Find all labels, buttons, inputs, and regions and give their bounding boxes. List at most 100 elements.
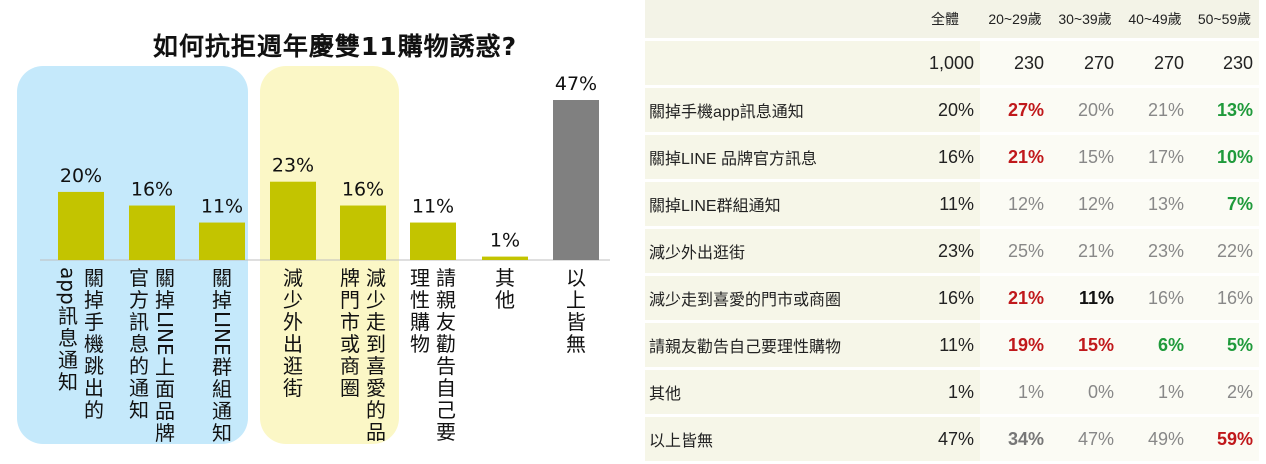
- bar-7: [482, 256, 528, 260]
- table-cell: 49%: [1120, 415, 1190, 464]
- header-col-2: 20~29歲: [980, 0, 1050, 41]
- header-col-5: 50~59歲: [1190, 0, 1259, 41]
- table-cell: 23%: [910, 227, 980, 276]
- table-row: 減少走到喜愛的門市或商圈 16% 21% 11% 16% 16%: [645, 274, 1259, 323]
- table-cell: 47%: [910, 415, 980, 464]
- table-cell: 1%: [910, 368, 980, 417]
- bar-8: [553, 100, 599, 260]
- sample-size-cell: 1,000: [910, 39, 980, 88]
- category-label-8-col-1: 以上皆無: [566, 266, 586, 356]
- bar-2: [129, 205, 175, 260]
- table-cell: 22%: [1190, 227, 1259, 276]
- table-cell: 7%: [1190, 180, 1259, 229]
- table-cell: 12%: [980, 180, 1050, 229]
- table-cell: 25%: [980, 227, 1050, 276]
- table-cell: 21%: [1050, 227, 1120, 276]
- table-cell: 16%: [1190, 274, 1259, 323]
- bar-value-label-1: 20%: [60, 165, 102, 187]
- category-label-2-col-1: 關掉 LINE 上面品牌: [153, 266, 177, 445]
- table-cell: 5%: [1190, 321, 1259, 370]
- header-col-1: 全體: [910, 0, 980, 41]
- bar-value-label-7: 1%: [490, 230, 520, 252]
- bar-value-label-8: 47%: [555, 73, 597, 95]
- table-row: 關掉LINE群組通知 11% 12% 12% 13% 7%: [645, 180, 1259, 229]
- row-label: 關掉手機app訊息通知: [645, 86, 910, 135]
- table-cell: 11%: [910, 321, 980, 370]
- table-cell: 20%: [1050, 86, 1120, 135]
- table-row: 減少外出逛街 23% 25% 21% 23% 22%: [645, 227, 1259, 276]
- sample-size-cell: 270: [1120, 39, 1190, 88]
- table-cell: 21%: [980, 274, 1050, 323]
- category-label-6-col-1: 請親友勸告自己要: [436, 266, 456, 444]
- table-cell: 21%: [980, 133, 1050, 182]
- table-cell: 0%: [1050, 368, 1120, 417]
- bar-value-label-2: 16%: [131, 179, 173, 201]
- sample-size-cell: 230: [980, 39, 1050, 88]
- table-row-totals: 1,000 230 270 270 230: [645, 39, 1259, 88]
- table-cell: 11%: [910, 180, 980, 229]
- table-cell: 59%: [1190, 415, 1259, 464]
- category-label-1-col-2: app 訊息通知: [56, 267, 80, 394]
- header-col-3: 30~39歲: [1050, 0, 1120, 41]
- table-cell: 2%: [1190, 368, 1259, 417]
- sample-size-cell: 270: [1050, 39, 1120, 88]
- row-label: 以上皆無: [645, 415, 910, 464]
- category-label-4-col-1: 減少外出逛街: [283, 266, 303, 400]
- category-label-3-col-1: 關掉 LINE 群組通知: [210, 266, 234, 445]
- row-label: [645, 39, 910, 88]
- bar-value-label-3: 11%: [201, 196, 243, 218]
- table-cell: 15%: [1050, 321, 1120, 370]
- bar-value-label-5: 16%: [342, 179, 384, 201]
- table-cell: 13%: [1190, 86, 1259, 135]
- table-cell: 21%: [1120, 86, 1190, 135]
- table-header-row: 全體 20~29歲 30~39歲 40~49歲 50~59歲: [645, 0, 1259, 41]
- row-label: 關掉LINE群組通知: [645, 180, 910, 229]
- header-blank: [645, 0, 910, 41]
- table-cell: 1%: [980, 368, 1050, 417]
- bar-1: [58, 191, 104, 260]
- table-cell: 11%: [1050, 274, 1120, 323]
- table-cell: 10%: [1190, 133, 1259, 182]
- table-cell: 16%: [910, 133, 980, 182]
- table-cell: 12%: [1050, 180, 1120, 229]
- table-cell: 15%: [1050, 133, 1120, 182]
- table-cell: 19%: [980, 321, 1050, 370]
- category-label-1-col-1: 關掉手機跳出的: [84, 266, 104, 422]
- bar-chart: 20% 16% 11% 23% 16% 11% 1% 47%: [40, 73, 610, 261]
- table-cell: 6%: [1120, 321, 1190, 370]
- table-row: 請親友勸告自己要理性購物 11% 19% 15% 6% 5%: [645, 321, 1259, 370]
- table-cell: 13%: [1120, 180, 1190, 229]
- bar-value-label-6: 11%: [412, 196, 454, 218]
- bar-value-label-4: 23%: [272, 155, 314, 177]
- category-label-5-col-1: 減少走到喜愛的品: [366, 266, 386, 444]
- category-label-5-col-2: 牌門市或商圈: [340, 266, 360, 400]
- table-row: 關掉手機app訊息通知 20% 27% 20% 21% 13%: [645, 86, 1259, 135]
- category-label-7-col-1: 其他: [495, 266, 515, 312]
- table-cell: 47%: [1050, 415, 1120, 464]
- table-cell: 20%: [910, 86, 980, 135]
- age-breakdown-table: 全體 20~29歲 30~39歲 40~49歲 50~59歲 1,000 230 270 27…: [645, 0, 1259, 464]
- table-cell: 1%: [1120, 368, 1190, 417]
- bar-6: [410, 222, 456, 260]
- table-cell: 17%: [1120, 133, 1190, 182]
- table-cell: 27%: [980, 86, 1050, 135]
- row-label: 減少外出逛街: [645, 227, 910, 276]
- sample-size-cell: 230: [1190, 39, 1259, 88]
- row-label: 請親友勸告自己要理性購物: [645, 321, 910, 370]
- table-cell: 34%: [980, 415, 1050, 464]
- row-label: 其他: [645, 368, 910, 417]
- row-label: 關掉LINE 品牌官方訊息: [645, 133, 910, 182]
- table-cell: 16%: [910, 274, 980, 323]
- row-label: 減少走到喜愛的門市或商圈: [645, 274, 910, 323]
- bar-5: [340, 205, 386, 260]
- table-row: 其他 1% 1% 0% 1% 2%: [645, 368, 1259, 417]
- bar-3: [199, 222, 245, 260]
- table-cell: 23%: [1120, 227, 1190, 276]
- bar-4: [270, 181, 316, 260]
- table-row: 關掉LINE 品牌官方訊息 16% 21% 15% 17% 10%: [645, 133, 1259, 182]
- table-row: 以上皆無 47% 34% 47% 49% 59%: [645, 415, 1259, 464]
- category-label-2-col-2: 官方訊息的通知: [129, 266, 149, 422]
- chart-title: 如何抗拒週年慶雙11購物誘惑?: [152, 32, 518, 61]
- category-label-6-col-2: 理性購物: [410, 266, 430, 356]
- table-cell: 16%: [1120, 274, 1190, 323]
